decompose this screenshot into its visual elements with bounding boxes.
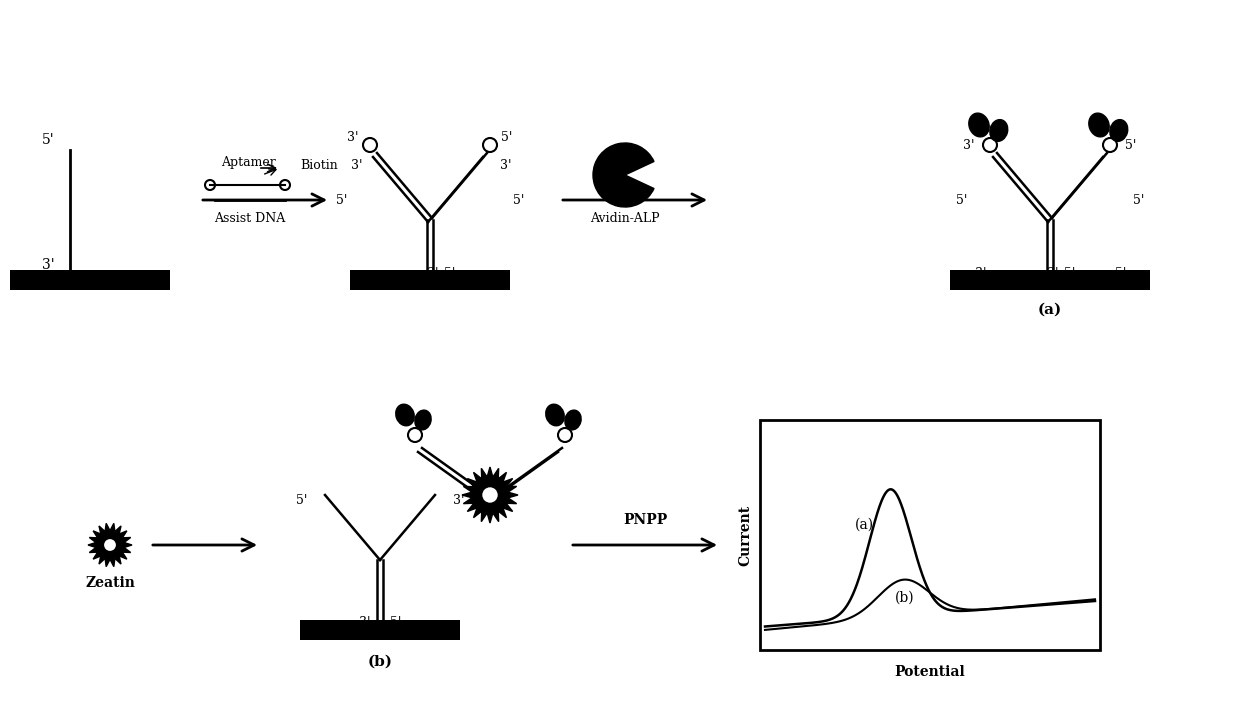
Text: 5': 5' xyxy=(513,194,525,207)
Text: 5': 5' xyxy=(1064,267,1075,280)
Bar xyxy=(950,270,1149,290)
Text: 5': 5' xyxy=(42,133,55,147)
Text: (a): (a) xyxy=(1038,303,1063,317)
Text: 5': 5' xyxy=(1133,194,1145,207)
Text: 3': 3' xyxy=(427,267,439,280)
Text: Assist DNA: Assist DNA xyxy=(215,212,285,225)
Bar xyxy=(350,270,510,290)
Text: Aptamer: Aptamer xyxy=(221,155,275,169)
Text: 5': 5' xyxy=(391,616,402,629)
Text: Current: Current xyxy=(738,505,751,566)
Ellipse shape xyxy=(546,404,564,426)
Text: Zeatin: Zeatin xyxy=(86,576,135,590)
Text: 3': 3' xyxy=(358,616,370,629)
Ellipse shape xyxy=(415,410,432,430)
Ellipse shape xyxy=(990,119,1008,142)
Text: 3': 3' xyxy=(453,493,465,506)
Text: 5': 5' xyxy=(444,267,455,280)
Circle shape xyxy=(481,487,498,503)
Text: 5': 5' xyxy=(295,493,308,506)
Text: 5': 5' xyxy=(501,131,512,144)
Text: 3': 3' xyxy=(500,159,511,172)
Text: 3': 3' xyxy=(1047,267,1059,280)
Ellipse shape xyxy=(968,113,990,137)
Circle shape xyxy=(103,538,117,551)
Text: (a): (a) xyxy=(856,518,874,532)
Bar xyxy=(300,620,460,640)
Text: 5': 5' xyxy=(956,194,967,207)
Ellipse shape xyxy=(1110,119,1127,142)
Text: 3': 3' xyxy=(963,139,975,152)
Text: Avidin-ALP: Avidin-ALP xyxy=(590,212,660,225)
Text: 3': 3' xyxy=(347,131,358,144)
Text: 3': 3' xyxy=(42,258,55,272)
Polygon shape xyxy=(463,467,518,523)
Text: (b): (b) xyxy=(367,655,393,669)
Ellipse shape xyxy=(1089,113,1110,137)
Polygon shape xyxy=(88,523,131,567)
Ellipse shape xyxy=(396,404,414,426)
Bar xyxy=(10,270,170,290)
Text: (b): (b) xyxy=(895,591,915,605)
Wedge shape xyxy=(593,143,653,207)
Text: 5': 5' xyxy=(336,194,347,207)
Text: 5': 5' xyxy=(1125,139,1136,152)
Text: Biotin: Biotin xyxy=(300,159,337,172)
Text: PNPP: PNPP xyxy=(622,513,667,527)
Text: 5': 5' xyxy=(1115,267,1126,280)
Text: 3': 3' xyxy=(975,267,987,280)
Bar xyxy=(760,420,1100,650)
Text: 3': 3' xyxy=(351,159,363,172)
Ellipse shape xyxy=(565,410,582,430)
Text: Potential: Potential xyxy=(894,665,966,679)
